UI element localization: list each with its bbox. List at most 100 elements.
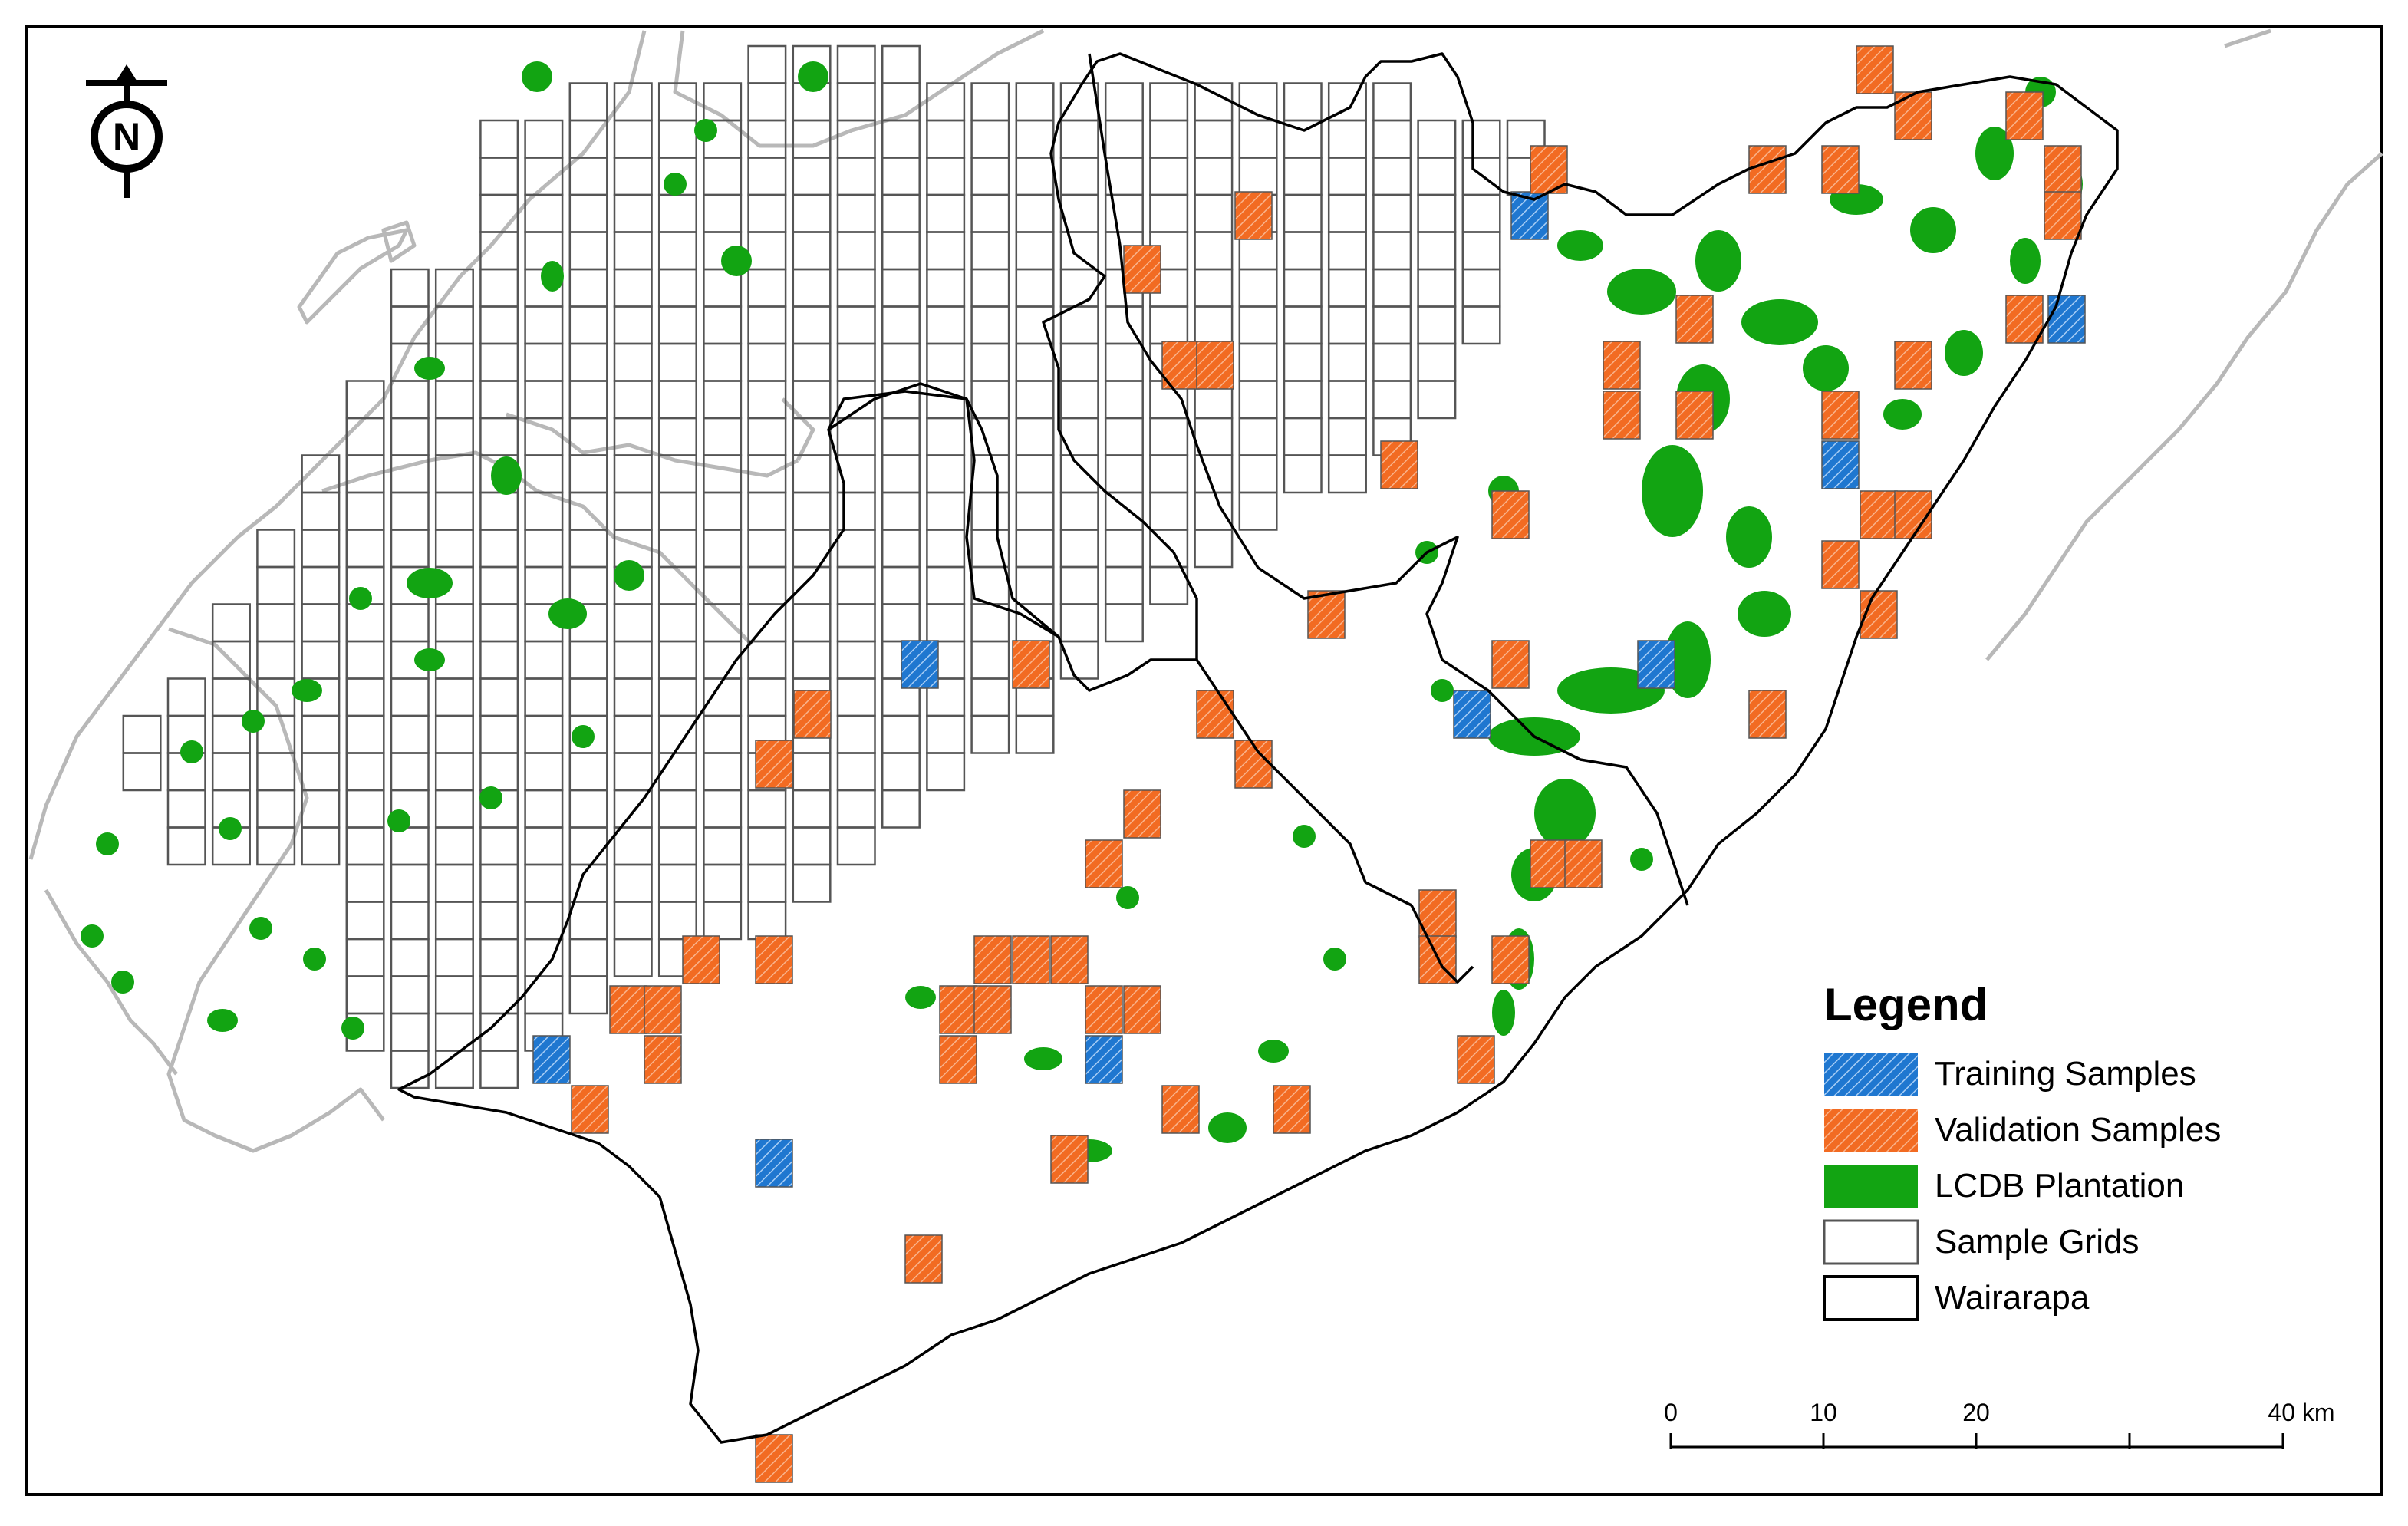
plantation-patch	[341, 1017, 364, 1040]
plantation-patch	[219, 817, 242, 840]
plantation-patch	[1431, 679, 1454, 702]
grid-cell	[926, 752, 966, 792]
plantation-patch	[1803, 345, 1849, 391]
north-arrow-circle	[91, 101, 163, 173]
validation-sample-cell	[1273, 1085, 1311, 1134]
plantation-patch	[721, 246, 752, 276]
validation-sample-cell	[1196, 690, 1234, 739]
grid-cell	[479, 1050, 519, 1089]
validation-sample-cell	[1050, 935, 1089, 984]
plantation-patch	[614, 560, 644, 591]
legend-label-region: Wairarapa	[1935, 1279, 2090, 1317]
validation-sample-cell	[1123, 245, 1161, 294]
plantation-patch	[1607, 269, 1676, 315]
grid-cell	[1327, 454, 1367, 494]
validation-sample-cell	[609, 985, 647, 1034]
plantation-patch	[1557, 230, 1603, 261]
validation-sample-cell	[755, 740, 793, 789]
far-east-coast	[2224, 28, 2271, 48]
training-sample-cell	[901, 640, 939, 689]
scale-label-10: 10	[1810, 1399, 1837, 1426]
validation-sample-cell	[1085, 985, 1123, 1034]
validation-sample-cell	[755, 1434, 793, 1483]
plantation-patch	[1975, 127, 2014, 180]
grid-cell	[970, 714, 1010, 754]
validation-sample-cell	[793, 690, 832, 739]
grid-cell	[1238, 491, 1278, 531]
plantation-patch	[1910, 207, 1956, 253]
legend-swatch-region	[1823, 1275, 1919, 1321]
plantation-patch	[694, 119, 717, 142]
legend-label-training: Training Samples	[1935, 1055, 2196, 1093]
plantation-patch	[207, 1009, 238, 1032]
grid-cell	[1149, 565, 1189, 605]
north-arrow-head	[115, 64, 138, 83]
training-sample-cell	[755, 1139, 793, 1188]
plantation-patch	[111, 971, 134, 994]
grid-cell	[166, 826, 206, 866]
plantation-patch	[180, 740, 203, 763]
plantation-patch	[1738, 591, 1791, 637]
plantation-patch	[1665, 621, 1711, 698]
plantation-patch	[292, 679, 322, 702]
plantation-patch	[242, 710, 265, 733]
validation-sample-cell	[1307, 590, 1346, 639]
grid-cell	[1417, 380, 1457, 420]
grid-cell	[1283, 454, 1323, 494]
plantation-patch	[1726, 506, 1772, 568]
validation-sample-cell	[644, 985, 682, 1034]
validation-sample-cell	[1856, 45, 1894, 94]
validation-sample-cell	[1675, 391, 1714, 440]
legend-label-plantation: LCDB Plantation	[1935, 1167, 2184, 1205]
validation-sample-cell	[1491, 935, 1530, 984]
plantation-patch	[1293, 825, 1316, 848]
scale-label-20: 20	[1962, 1399, 1990, 1426]
validation-sample-cell	[1012, 640, 1050, 689]
east-coast	[1985, 152, 2383, 661]
inner-district-1	[828, 382, 967, 431]
plantation-patch	[414, 357, 445, 380]
legend: Legend Training Samples Validation Sample…	[1823, 979, 2221, 1321]
grid-cell	[1059, 640, 1099, 680]
plantation-patch	[1883, 399, 1922, 430]
grid-cell	[703, 901, 743, 941]
plantation-patch	[479, 786, 502, 809]
grid-cell	[256, 826, 296, 866]
validation-sample-cell	[1196, 341, 1234, 390]
plantation-patch	[303, 948, 326, 971]
grid-cell	[568, 975, 608, 1015]
validation-sample-cell	[1821, 391, 1860, 440]
grid-cell	[1104, 603, 1144, 643]
scale-label-40: 40 km	[2268, 1399, 2334, 1426]
plantation-patch	[1492, 990, 1515, 1036]
validation-sample-cell	[1457, 1035, 1495, 1084]
plantation-patch	[249, 917, 272, 940]
plantation-patch	[1208, 1112, 1247, 1143]
validation-sample-cell	[1418, 889, 1457, 938]
validation-sample-cell	[1234, 740, 1273, 789]
plantation-patch	[664, 173, 687, 196]
validation-sample-cell	[1860, 490, 1898, 539]
validation-sample-cell	[1491, 640, 1530, 689]
grid-cell	[792, 863, 832, 903]
training-sample-cell	[1510, 191, 1549, 240]
validation-sample-cell	[1161, 1085, 1200, 1134]
grid-cell	[1461, 305, 1501, 345]
validation-sample-cell	[1491, 490, 1530, 539]
lcdb-plantation-layer	[81, 61, 2083, 1162]
grid-cell	[613, 938, 653, 977]
validation-sample-cell	[682, 935, 720, 984]
validation-sample-cell	[2044, 191, 2082, 240]
validation-sample-cell	[1380, 440, 1418, 489]
wairarapa-outline	[397, 52, 2119, 1444]
grid-cell	[1015, 714, 1055, 754]
map-frame-border	[25, 25, 2383, 1496]
plantation-patch	[407, 568, 453, 598]
scale-label-0: 0	[1664, 1399, 1678, 1426]
validation-sample-cell	[1564, 839, 1603, 888]
grid-cell	[390, 1050, 430, 1089]
scale-bar: 0 10 20 40 km	[1664, 1399, 2335, 1449]
validation-sample-cell	[2005, 295, 2044, 344]
plantation-patch	[2010, 238, 2041, 284]
